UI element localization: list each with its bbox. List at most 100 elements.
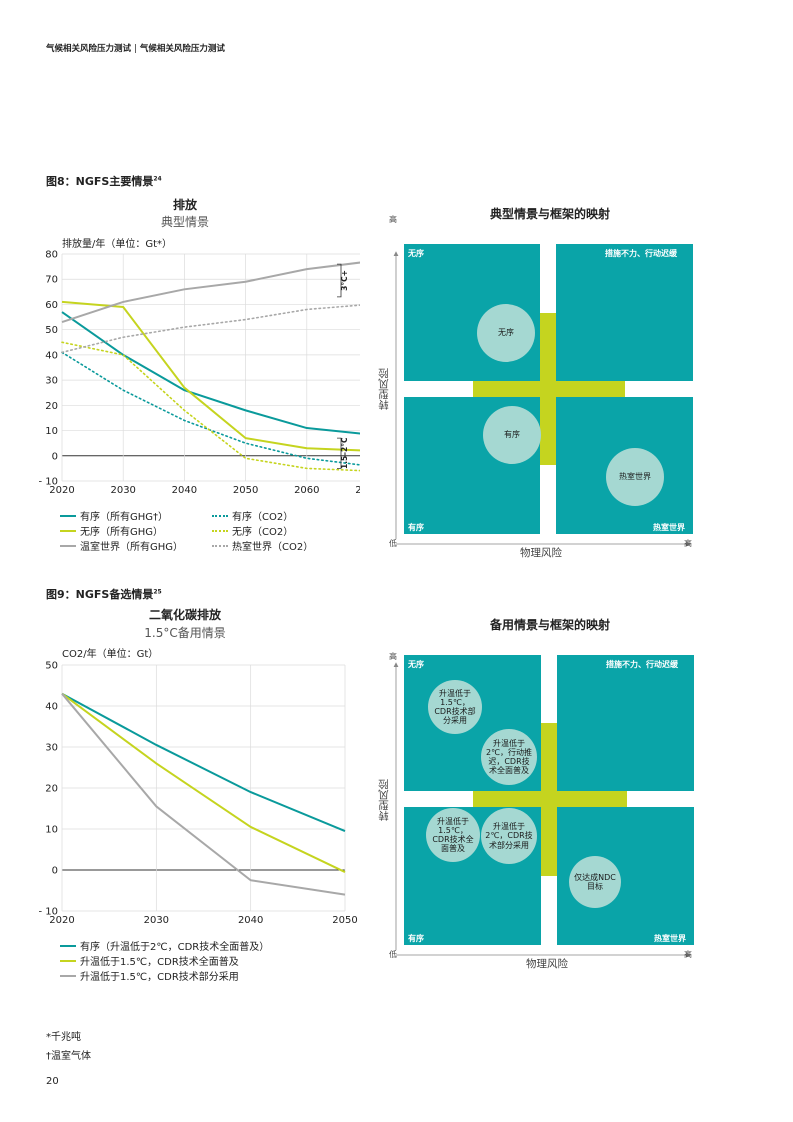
scenario-circle: 无序 xyxy=(477,304,535,362)
scenario-circle: 升温低于1.5℃，CDR技术部分采用 xyxy=(428,680,482,734)
legend-label: 升温低于1.5℃，CDR技术部分采用 xyxy=(80,972,239,983)
figure9-map-title: 备用情景与框架的映射 xyxy=(489,618,610,632)
map-y-low: 低 xyxy=(389,950,397,959)
cross-vertical xyxy=(541,723,557,876)
x-tick-label: 2020 xyxy=(49,915,74,926)
quadrant-label-tr: 措施不力、行动迟缓 xyxy=(606,660,678,669)
series-line xyxy=(61,692,346,873)
map-y-high: 高 xyxy=(389,215,397,224)
header-separator: | xyxy=(134,44,137,54)
legend-swatch xyxy=(60,944,76,947)
legend-item: 升温低于1.5℃，CDR技术全面普及 xyxy=(60,953,239,968)
y-tick-label: 50 xyxy=(45,661,58,672)
y-tick-label: 60 xyxy=(45,300,58,311)
x-tick-label: 2070 xyxy=(355,485,360,496)
legend-item: 无序（CO2） xyxy=(212,523,293,538)
x-tick-label: 2030 xyxy=(110,485,135,496)
legend-label: 无序（CO2） xyxy=(232,527,294,538)
figure9-title: 图9：NGFS备选情景25 xyxy=(46,586,162,602)
series-line xyxy=(61,261,360,324)
x-tick-label: 2060 xyxy=(294,485,319,496)
y-tick-label: 40 xyxy=(45,702,58,713)
footnote: *千兆吨 xyxy=(46,1032,81,1043)
legend-label: 温室世界（所有GHG） xyxy=(80,542,184,553)
map-x-high: 高 xyxy=(684,539,692,548)
figure9-risk-map: 高 低 高 转型风险 物理风险 无序 措施不力、行动迟缓 有序 热室世界 升温低… xyxy=(368,623,698,975)
legend-swatch xyxy=(60,529,76,532)
legend-swatch xyxy=(212,529,228,532)
figure8-chart-title: 排放 xyxy=(172,198,197,212)
x-tick-label: 2020 xyxy=(49,485,74,496)
scenario-circle: 升温低于2℃，行动推迟，CDR技术全面普及 xyxy=(481,729,537,785)
legend-item: 升温低于1.5℃，CDR技术部分采用 xyxy=(60,968,239,983)
legend-item: 有序（所有GHG†） xyxy=(60,508,168,523)
scenario-circle: 有序 xyxy=(483,406,541,464)
quadrant-label-bl: 有序 xyxy=(408,934,424,943)
quadrant-label-br: 热室世界 xyxy=(653,523,685,532)
map-x-axis-label: 物理风险 xyxy=(520,547,562,559)
y-tick-label: 30 xyxy=(45,743,58,754)
legend-swatch xyxy=(60,544,76,547)
band-bracket xyxy=(337,437,342,469)
scenario-circle: 升温低于2℃，CDR技术部分采用 xyxy=(481,808,537,864)
legend-label: 无序（所有GHG） xyxy=(80,527,164,538)
legend-label: 有序（升温低于2℃，CDR技术全面普及） xyxy=(80,942,270,953)
figure8-legend: 有序（所有GHG†） 有序（CO2） 无序（所有GHG） 无序（CO2） 温室世… xyxy=(60,508,360,556)
y-tick-label: 50 xyxy=(45,325,58,336)
quadrant-label-tl: 无序 xyxy=(408,249,424,258)
running-header: 气候相关风险压力测试 | 气候相关风险压力测试 xyxy=(46,42,225,54)
scenario-circle: 升温低于1.5℃，CDR技术全面普及 xyxy=(426,808,480,862)
map-axes xyxy=(393,662,691,958)
x-tick-label: 2040 xyxy=(238,915,263,926)
map-y-axis-label: 转型风险 xyxy=(378,779,390,821)
map-x-high: 高 xyxy=(684,950,692,959)
y-tick-label: 0 xyxy=(52,451,58,462)
legend-label: 升温低于1.5℃，CDR技术全面普及 xyxy=(80,957,239,968)
figure8-unit-label: 排放量/年（单位：Gt*） xyxy=(62,239,173,250)
footnote: †温室气体 xyxy=(46,1051,91,1062)
scenario-circle: 热室世界 xyxy=(606,448,664,506)
quadrant-label-tl: 无序 xyxy=(408,660,424,669)
y-tick-label: 10 xyxy=(45,426,58,437)
legend-swatch xyxy=(60,974,76,977)
legend-label: 有序（CO2） xyxy=(232,512,294,523)
y-tick-label: 20 xyxy=(45,401,58,412)
figure9-title-text: 图9：NGFS备选情景 xyxy=(46,588,154,601)
legend-item: 有序（升温低于2℃，CDR技术全面普及） xyxy=(60,938,269,953)
quadrant-label-bl: 有序 xyxy=(408,523,424,532)
map-y-low: 低 xyxy=(389,539,397,548)
header-left: 气候相关风险压力测试 xyxy=(46,44,132,54)
figure9-legend: 有序（升温低于2℃，CDR技术全面普及） 升温低于1.5℃，CDR技术全面普及 … xyxy=(60,938,360,986)
legend-swatch xyxy=(60,514,76,517)
figure8-note-ref: 24 xyxy=(153,175,162,183)
header-right: 气候相关风险压力测试 xyxy=(139,44,225,54)
legend-item: 无序（所有GHG） xyxy=(60,523,163,538)
y-tick-label: 20 xyxy=(45,784,58,795)
figure8-title-text: 图8：NGFS主要情景 xyxy=(46,175,154,188)
legend-item: 温室世界（所有GHG） xyxy=(60,538,183,553)
quadrant-too-little-too-late xyxy=(557,655,694,791)
series-line xyxy=(61,692,346,832)
x-tick-label: 2040 xyxy=(172,485,197,496)
map-y-high: 高 xyxy=(389,652,397,661)
y-tick-label: 30 xyxy=(45,376,58,387)
quadrant-label-br: 热室世界 xyxy=(654,934,686,943)
x-tick-label: 2030 xyxy=(144,915,169,926)
band-label: 3°C+ xyxy=(340,270,349,291)
y-tick-label: 80 xyxy=(45,250,58,261)
legend-swatch xyxy=(212,514,228,517)
band-label: 1.5–2°C xyxy=(340,437,349,469)
legend-label: 热室世界（CO2） xyxy=(232,542,314,553)
y-tick-label: 40 xyxy=(45,350,58,361)
quadrant-label-tr: 措施不力、行动迟缓 xyxy=(605,249,677,258)
x-tick-label: 2050 xyxy=(332,915,357,926)
map-x-axis-label: 物理风险 xyxy=(526,958,568,970)
y-tick-label: - 10 xyxy=(38,477,58,488)
series-line xyxy=(61,351,360,466)
figure8-map-title: 典型情景与框架的映射 xyxy=(489,207,610,221)
y-tick-label: 70 xyxy=(45,275,58,286)
y-tick-label: - 10 xyxy=(38,907,58,918)
map-axes xyxy=(393,251,691,547)
